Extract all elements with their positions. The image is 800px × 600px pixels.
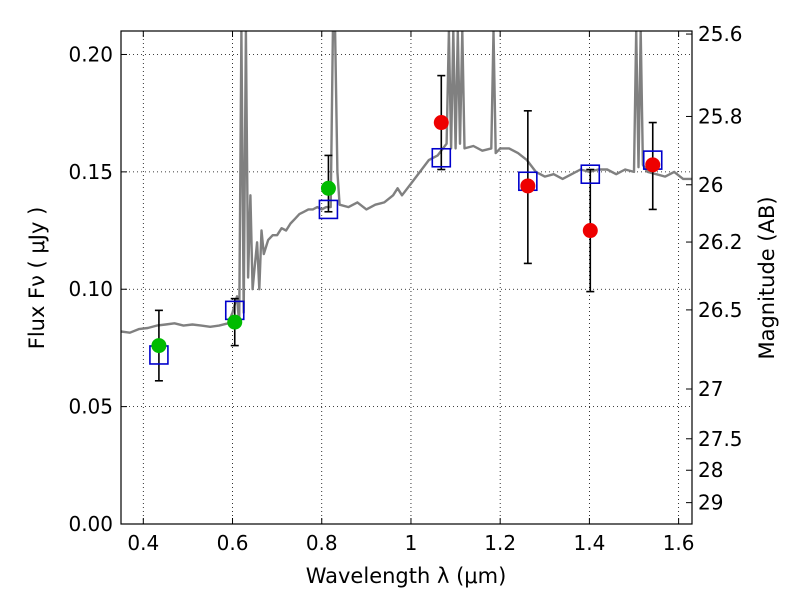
magnitude-tick-label: 25.8	[698, 104, 743, 128]
x-tick-label: 1.2	[484, 531, 516, 555]
magnitude-tick-label: 27	[698, 377, 723, 401]
spectrum-layer	[121, 31, 692, 334]
magnitude-tick-label: 25.6	[698, 22, 743, 46]
x-tick-label: 0.6	[217, 531, 249, 555]
y-tick-label: 0.10	[68, 277, 113, 301]
magnitude-tick-label: 26.5	[698, 298, 743, 322]
data-point	[151, 338, 167, 354]
spectrum-line	[121, 31, 692, 334]
data-point	[582, 223, 598, 239]
magnitude-tick-label: 29	[698, 491, 723, 515]
y-tick-label: 0.15	[68, 160, 113, 184]
model-square-layer	[149, 147, 663, 365]
model-square	[318, 199, 339, 220]
x-axis-label: Wavelength λ (μm)	[306, 564, 507, 588]
y-tick-label: 0.00	[68, 512, 113, 536]
error-bar-layer	[154, 74, 657, 382]
data-point	[433, 115, 449, 131]
y-axis-label: Flux Fν ( μJy )	[25, 207, 49, 350]
x-tick-label: 0.8	[306, 531, 338, 555]
right-axis-label: Magnitude (AB)	[755, 196, 779, 359]
x-tick-label: 0.4	[127, 531, 159, 555]
magnitude-tick-label: 26.2	[698, 230, 743, 254]
model-square	[431, 147, 452, 168]
data-point	[645, 157, 661, 173]
magnitude-tick-label: 26	[698, 173, 723, 197]
tick-layer: 0.4 0.6 0.8 1 1.2 1.4 1.6 0.00 0.05 0.10 0.15 0.20 2…	[68, 22, 742, 555]
x-tick-label: 1.6	[663, 531, 695, 555]
y-tick-label: 0.05	[68, 395, 113, 419]
model-square	[580, 164, 601, 185]
data-point	[320, 180, 336, 196]
data-point	[227, 314, 243, 330]
plot-frame	[120, 30, 693, 525]
magnitude-tick-label: 27.5	[698, 427, 743, 451]
magnitude-tick-label: 28	[698, 458, 723, 482]
x-tick-label: 1	[405, 531, 418, 555]
data-point-layer	[151, 115, 661, 354]
grid-lines	[121, 31, 692, 525]
y-tick-label: 0.20	[68, 42, 113, 66]
data-point	[520, 178, 536, 194]
x-tick-label: 1.4	[573, 531, 605, 555]
